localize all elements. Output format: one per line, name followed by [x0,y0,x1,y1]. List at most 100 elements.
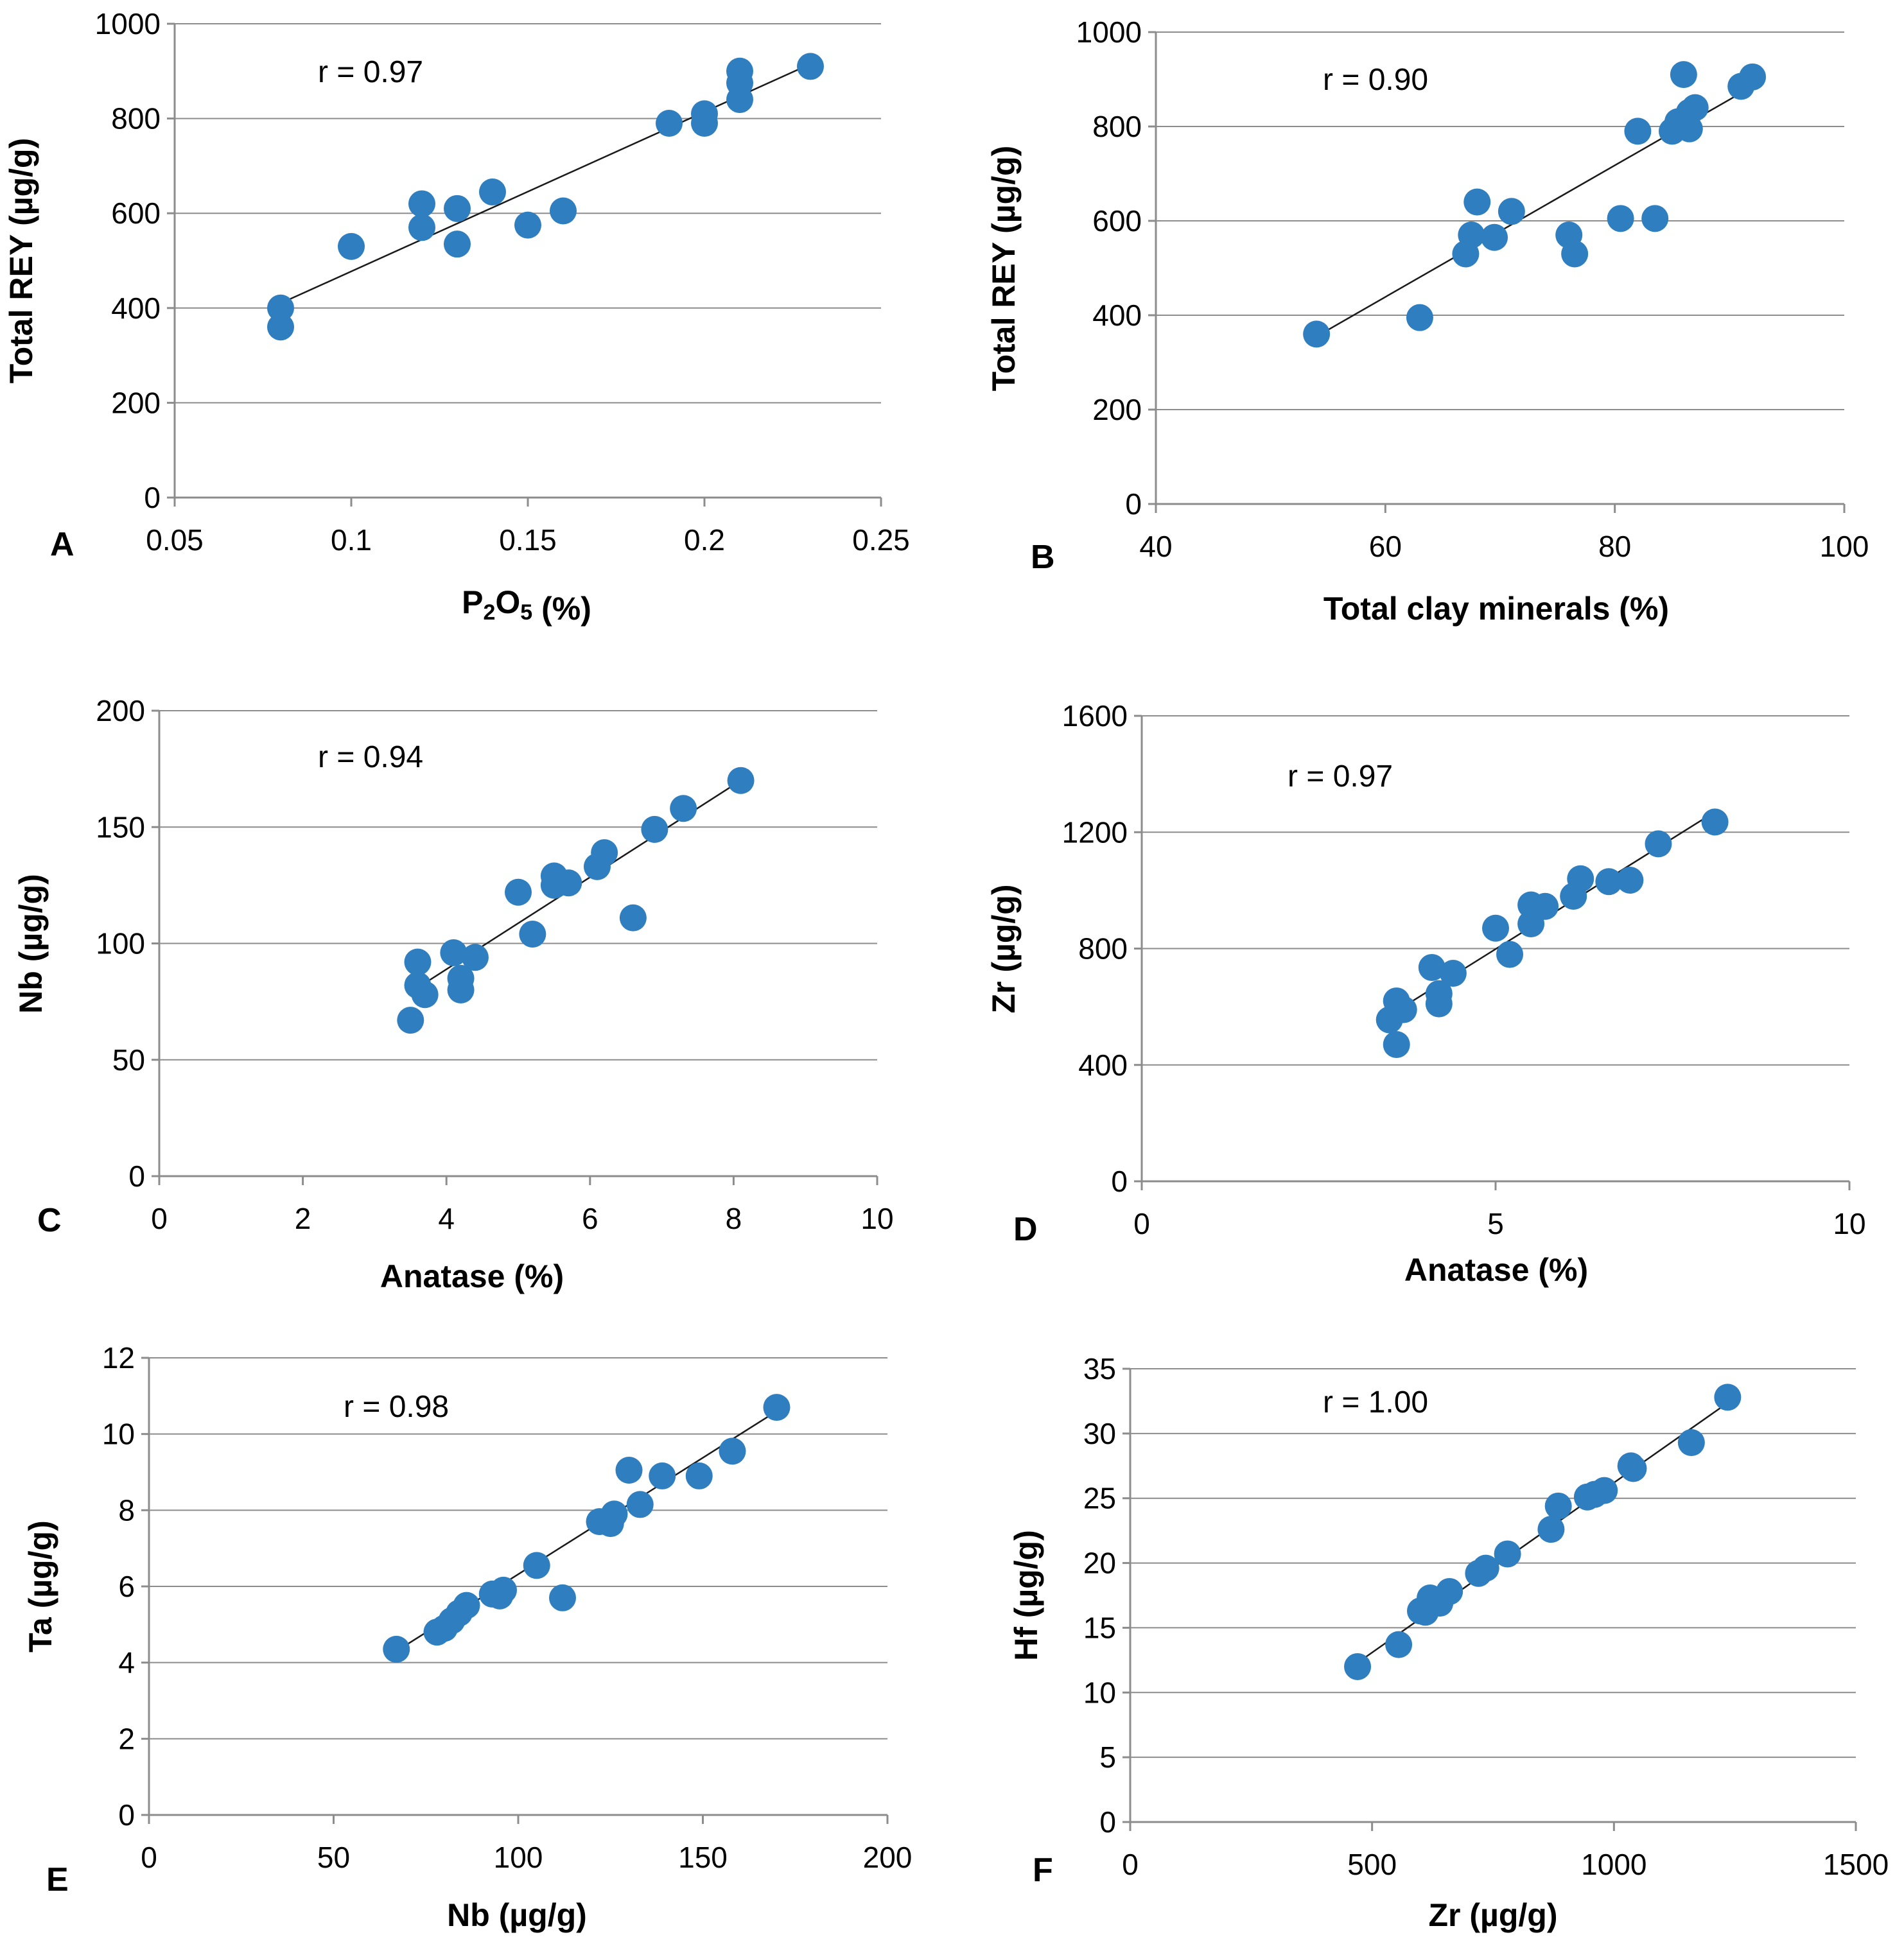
trendline [280,63,811,304]
data-point [1624,117,1652,145]
x-tick-label: 0 [151,1202,168,1235]
data-point [514,211,541,239]
data-point [1620,1455,1647,1482]
y-tick-label: 20 [1083,1547,1116,1580]
data-point [1681,94,1709,121]
y-tick-label: 600 [1092,204,1142,238]
data-point [1532,892,1559,920]
data-point [1641,205,1669,232]
data-point [411,981,439,1009]
y-tick-label: 5 [1099,1740,1116,1774]
y-tick-label: 35 [1083,1352,1116,1385]
data-point [1425,990,1453,1018]
panel-letter: D [1013,1211,1038,1248]
x-axis-title: P2O5 (%) [462,584,591,627]
data-point [555,869,582,897]
x-tick-label: 2 [295,1202,311,1235]
correlation-annotation: r = 0.97 [1288,759,1393,794]
panel-letter: A [50,526,74,563]
y-axis-title: Nb (µg/g) [13,874,49,1014]
data-point [1482,914,1509,942]
data-point [1481,223,1508,251]
y-axis-title: Zr (µg/g) [986,885,1022,1014]
y-tick-label: 1200 [1062,815,1128,849]
x-axis-title: Nb (µg/g) [447,1897,587,1933]
panel-letter: B [1031,539,1055,576]
y-tick-label: 2 [118,1722,135,1755]
data-point [338,232,365,260]
x-axis-title: Anatase (%) [380,1258,564,1294]
x-tick-label: 50 [317,1841,350,1874]
correlation-annotation: r = 0.98 [344,1390,449,1424]
data-point [641,815,668,843]
data-point [1303,320,1331,348]
data-point [691,109,718,137]
x-tick-label: 60 [1369,530,1402,563]
data-point [1645,830,1672,858]
data-point [1561,240,1589,268]
y-tick-label: 100 [96,927,145,960]
panel-letter: F [1033,1852,1053,1889]
data-point [404,948,432,976]
data-point [550,197,577,225]
x-tick-label: 80 [1598,530,1631,563]
y-tick-label: 0 [1099,1805,1116,1839]
x-tick-label: 1000 [1581,1848,1646,1881]
y-tick-label: 10 [1083,1676,1116,1709]
data-point [383,1635,410,1663]
x-tick-label: 0 [1122,1848,1139,1881]
data-point [1670,61,1697,89]
y-tick-label: 8 [118,1493,135,1527]
data-point [490,1576,517,1604]
y-tick-label: 1000 [1076,15,1142,49]
data-point [763,1394,790,1421]
data-point [719,1437,746,1465]
data-point [626,1491,654,1518]
data-point [1496,941,1524,968]
x-tick-label: 5 [1487,1207,1504,1240]
x-tick-label: 40 [1139,530,1172,563]
y-tick-label: 0 [128,1159,145,1193]
data-point [267,313,294,341]
x-tick-label: 0.1 [331,523,372,557]
data-point [479,178,506,205]
data-point [549,1584,576,1611]
data-point [1458,221,1485,249]
data-point [444,230,471,258]
chart-panel-a: 0 200 400 600 800 1000 0.05 0.1 0.15 0.2 0.25 r = 0… [3,7,910,627]
y-tick-label: 50 [112,1043,145,1077]
data-point [591,839,618,867]
data-point [1739,63,1767,91]
data-point [1498,198,1525,225]
data-point [1418,953,1445,981]
x-tick-label: 0 [1133,1207,1150,1240]
y-tick-label: 4 [118,1646,135,1679]
chart-panel-e: 0 2 4 6 8 10 12 0 50 100 150 200 r = 0.98 E Nb (µg/g) T… [22,1341,912,1933]
y-axis-title: Hf (µg/g) [1008,1530,1044,1661]
data-point [1701,808,1729,836]
x-axis-title: Total clay minerals (%) [1323,591,1669,627]
data-point [1616,867,1644,894]
chart-panel-c: 0 50 100 150 200 0 2 4 6 8 10 r = 0.94 C Anatase (%) N… [13,694,894,1294]
data-point [1344,1653,1372,1680]
data-point [1436,1577,1463,1605]
x-tick-label: 100 [494,1841,543,1874]
x-tick-label: 150 [678,1841,728,1874]
x-tick-label: 0 [141,1841,157,1874]
data-point [1595,868,1623,896]
x-tick-label: 10 [860,1202,893,1235]
data-point [267,294,294,322]
x-tick-label: 500 [1347,1848,1397,1881]
data-point [600,1500,628,1528]
x-tick-label: 0.15 [499,523,557,557]
y-tick-label: 6 [118,1570,135,1603]
y-tick-label: 0 [1125,487,1142,521]
y-tick-label: 400 [1092,299,1142,332]
data-point [523,1552,550,1579]
x-tick-label: 0.25 [852,523,910,557]
data-point [1385,1631,1413,1658]
data-point [797,53,824,80]
data-point [453,1592,480,1619]
chart-panel-f: 0 5 10 15 20 25 30 35 0 500 1000 1500 r = 1.00 F Zr (µ… [1008,1352,1889,1933]
chart-panel-b: 0 200 400 600 800 1000 40 60 80 100 r = 0.90 B Total… [986,15,1869,627]
